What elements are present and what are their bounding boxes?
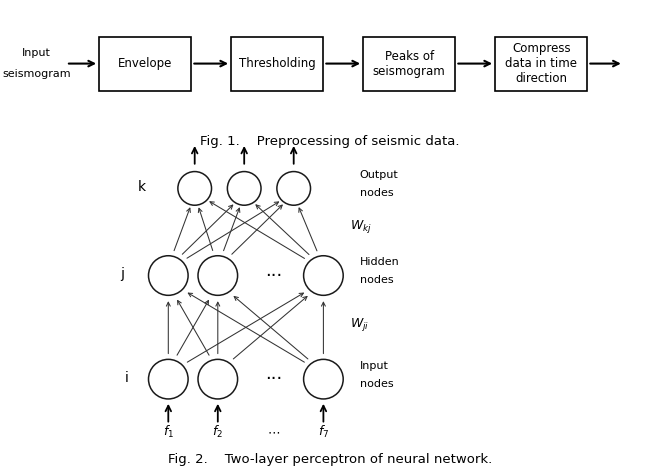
FancyBboxPatch shape <box>231 37 323 90</box>
Text: i: i <box>125 371 129 385</box>
Text: ···: ··· <box>265 267 282 284</box>
Text: $W_{kj}$: $W_{kj}$ <box>350 218 372 235</box>
FancyBboxPatch shape <box>495 37 587 90</box>
Ellipse shape <box>148 359 188 399</box>
Text: Envelope: Envelope <box>118 57 172 70</box>
Ellipse shape <box>304 359 343 399</box>
Text: nodes: nodes <box>360 379 393 389</box>
Text: $f_7$: $f_7$ <box>317 423 329 439</box>
Text: Peaks of
seismogram: Peaks of seismogram <box>373 49 446 78</box>
Ellipse shape <box>227 171 261 205</box>
Text: seismogram: seismogram <box>2 69 71 79</box>
FancyBboxPatch shape <box>99 37 191 90</box>
Text: Fig. 1.    Preprocessing of seismic data.: Fig. 1. Preprocessing of seismic data. <box>200 135 460 148</box>
Ellipse shape <box>198 256 238 295</box>
Text: j: j <box>120 267 124 281</box>
Text: Input: Input <box>22 48 51 58</box>
Text: $\cdots$: $\cdots$ <box>267 425 280 438</box>
Ellipse shape <box>148 256 188 295</box>
Ellipse shape <box>198 359 238 399</box>
Text: $W_{ji}$: $W_{ji}$ <box>350 317 369 333</box>
Text: Input: Input <box>360 361 389 371</box>
Text: Hidden: Hidden <box>360 257 399 268</box>
Ellipse shape <box>304 256 343 295</box>
Text: $f_2$: $f_2$ <box>213 423 223 439</box>
Text: ···: ··· <box>265 370 282 388</box>
Text: Thresholding: Thresholding <box>239 57 315 70</box>
Text: Fig. 2.    Two-layer perceptron of neural network.: Fig. 2. Two-layer perceptron of neural n… <box>168 453 492 466</box>
Text: k: k <box>138 180 146 194</box>
Text: nodes: nodes <box>360 275 393 285</box>
Ellipse shape <box>178 171 211 205</box>
Text: nodes: nodes <box>360 188 393 198</box>
Text: $f_1$: $f_1$ <box>163 423 174 439</box>
Text: Compress
data in time
direction: Compress data in time direction <box>505 42 578 85</box>
Ellipse shape <box>277 171 310 205</box>
FancyBboxPatch shape <box>363 37 455 90</box>
Text: Output: Output <box>360 170 399 180</box>
